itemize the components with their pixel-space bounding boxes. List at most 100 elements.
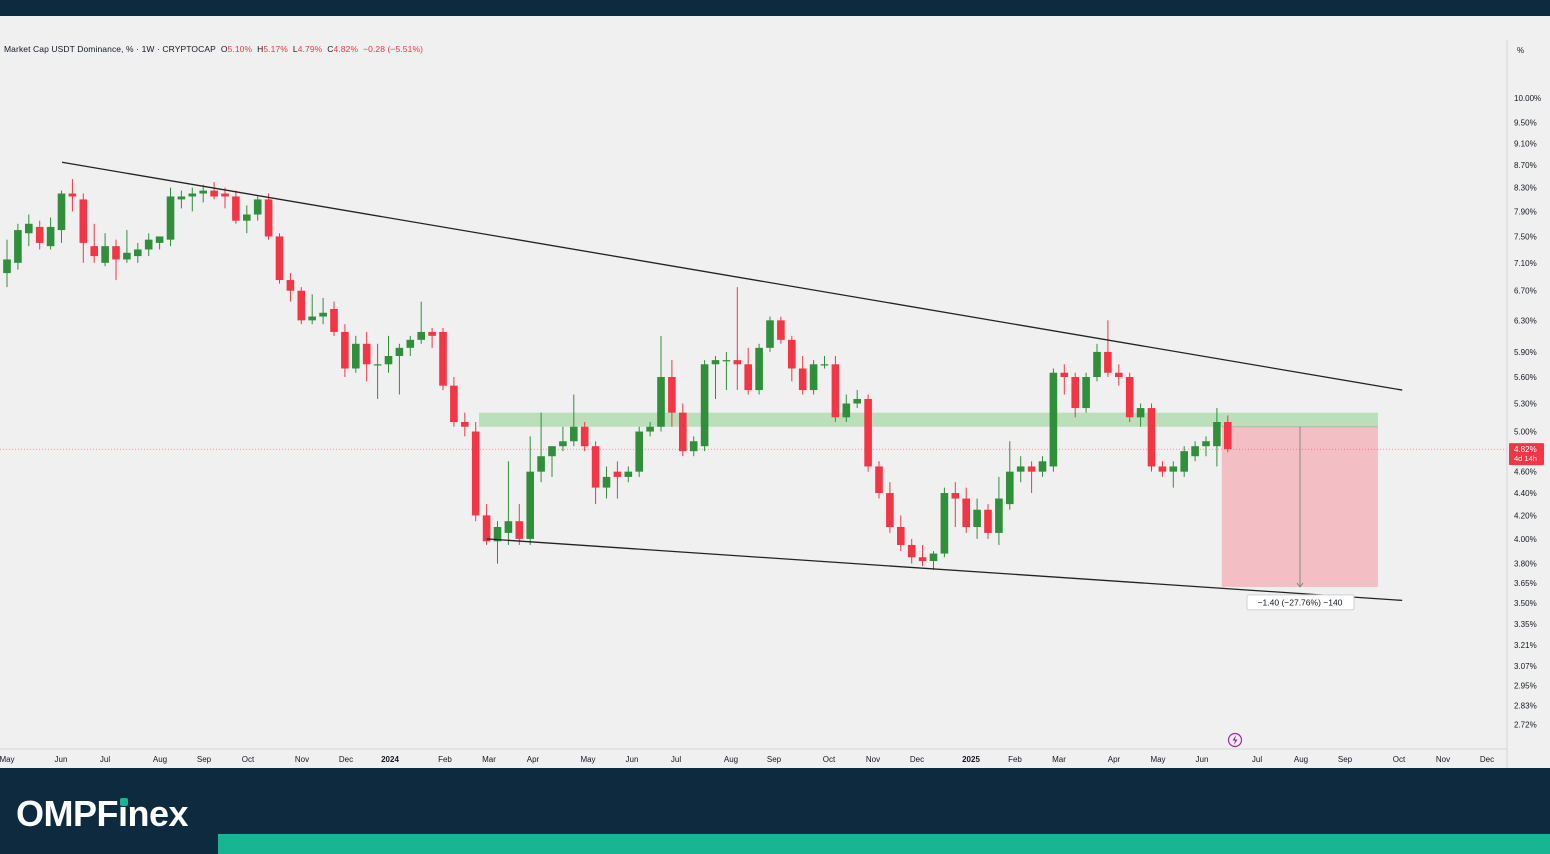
candle: [570, 394, 578, 447]
price-tick-label: 5.90%: [1514, 348, 1537, 357]
candle-body: [700, 364, 709, 447]
candle-body: [1093, 351, 1101, 378]
candle: [853, 390, 861, 409]
candle: [1027, 461, 1036, 494]
candle-body: [1082, 377, 1090, 409]
price-tick-label: 9.10%: [1514, 139, 1537, 148]
candle: [471, 422, 480, 522]
candle: [1104, 320, 1112, 378]
candle-body: [1136, 408, 1145, 418]
candle: [951, 482, 960, 528]
candle-body: [330, 309, 338, 332]
candle: [188, 187, 197, 212]
time-tick-label: Oct: [1393, 755, 1406, 764]
price-tick-label: 8.70%: [1514, 161, 1537, 170]
candle: [1147, 403, 1156, 472]
candle-body: [1006, 471, 1014, 505]
candle-body: [134, 249, 142, 257]
candle-body: [766, 320, 774, 348]
measure-label: −1.40 (−27.76%) −140: [1258, 597, 1343, 607]
candle-body: [493, 527, 502, 542]
candle: [831, 355, 840, 423]
candle: [864, 394, 872, 472]
lightning-icon[interactable]: [1227, 732, 1243, 748]
time-tick-label: Sep: [1338, 755, 1353, 764]
candle-body: [1038, 461, 1047, 472]
candle-body: [962, 498, 970, 528]
price-tick-label: 4.60%: [1514, 468, 1537, 477]
candle-body: [177, 196, 186, 200]
time-tick-label: Aug: [153, 755, 167, 764]
candle-body: [253, 199, 262, 215]
candle: [210, 181, 218, 200]
chart-area[interactable]: [0, 16, 1550, 768]
candle-body: [722, 360, 731, 362]
descending-trendline: [61, 161, 1403, 391]
time-tick-label: Jun: [626, 755, 639, 764]
price-tick-label: 2.83%: [1514, 701, 1537, 710]
candle-body: [570, 426, 578, 442]
candle-body: [907, 544, 916, 558]
candle: [439, 328, 447, 391]
candle-body: [711, 360, 720, 365]
candle-body: [591, 446, 600, 488]
candle: [1071, 372, 1079, 418]
candle-body: [471, 431, 480, 516]
top-bar: [0, 0, 1550, 16]
candle: [700, 360, 709, 452]
candle: [166, 187, 175, 247]
candle-body: [1202, 441, 1210, 447]
candle: [1202, 436, 1210, 457]
price-tick-label: 4.20%: [1514, 511, 1537, 520]
candle-body: [831, 364, 840, 418]
candle-body: [144, 239, 153, 250]
candle: [886, 482, 894, 533]
candle: [613, 461, 622, 499]
candle-body: [417, 331, 425, 340]
price-tick-label: 5.30%: [1514, 400, 1537, 409]
price-tick-label: 6.30%: [1514, 316, 1537, 325]
time-tick-label: Mar: [1052, 755, 1066, 764]
price-tick-label: 7.50%: [1514, 232, 1537, 241]
candle-body: [1027, 466, 1036, 472]
candle-body: [798, 368, 807, 391]
candle: [526, 436, 534, 545]
time-tick-label: Jun: [1196, 755, 1209, 764]
candle-body: [1169, 466, 1178, 472]
price-tick-label: 2.95%: [1514, 681, 1537, 690]
candle-body: [1191, 446, 1199, 457]
price-chart[interactable]: −1.40 (−27.76%) −140% 10.00% 9.50% 9.10% 8.7…: [0, 16, 1550, 768]
candle-body: [613, 471, 622, 477]
candle: [384, 335, 393, 373]
candle-body: [1147, 408, 1156, 467]
price-tick-label: 3.35%: [1514, 620, 1537, 629]
candle: [657, 335, 665, 432]
candle: [3, 239, 11, 288]
time-tick-label: Jun: [55, 755, 68, 764]
candle: [766, 316, 774, 352]
support-trendline: [486, 538, 1403, 602]
candle-body: [395, 347, 404, 356]
candle-body: [995, 498, 1003, 533]
candle: [984, 504, 992, 539]
candle: [580, 422, 589, 452]
candle: [144, 233, 153, 257]
candle: [493, 521, 502, 564]
candle-body: [46, 226, 55, 247]
candle: [1224, 415, 1232, 453]
candle: [243, 205, 251, 234]
candle: [461, 412, 469, 437]
candle-body: [1213, 422, 1221, 447]
candle: [112, 239, 120, 281]
measure-label-box: −1.40 (−27.76%) −140: [1246, 594, 1355, 611]
candle-body: [308, 316, 316, 321]
candle: [602, 466, 611, 499]
candles: [3, 179, 1232, 570]
candle: [733, 287, 742, 391]
logo-suffix: nex: [127, 793, 189, 834]
candle: [123, 230, 131, 263]
candle-body: [439, 331, 447, 386]
candle-body: [221, 193, 229, 197]
time-tick-label: Jul: [100, 755, 110, 764]
candle: [646, 422, 654, 437]
